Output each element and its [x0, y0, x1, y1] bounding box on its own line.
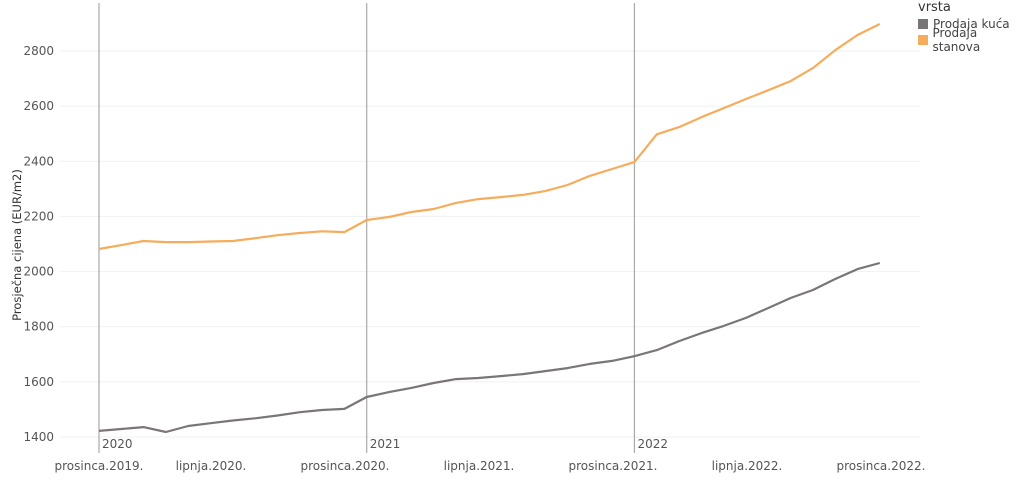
legend: vrsta Prodaja kuća Prodaja stanova	[918, 0, 1024, 54]
legend-item-stanova[interactable]: Prodaja stanova	[918, 26, 1024, 54]
x-tick-label: lipnja.2020.	[176, 459, 247, 473]
y-tick-label: 2200	[23, 209, 54, 223]
legend-swatch-kuca	[918, 19, 928, 29]
y-tick-label: 1600	[23, 375, 54, 389]
x-tick-label: lipnja.2021.	[444, 459, 515, 473]
y-tick-label: 1800	[23, 320, 54, 334]
year-marker-label: 2020	[102, 437, 133, 451]
y-tick-label: 2400	[23, 154, 54, 168]
y-tick-label: 1400	[23, 430, 54, 444]
y-tick-label: 2600	[23, 99, 54, 113]
series-line-stanova[interactable]	[98, 23, 881, 251]
legend-label: Prodaja kuća	[933, 17, 1010, 31]
y-axis: 1400 1600 1800 2000 2200 2400 2600 2800	[23, 44, 54, 444]
series-lines	[98, 23, 881, 434]
legend-item-kuca[interactable]: Prodaja kuća	[918, 16, 1024, 32]
y-tick-label: 2800	[23, 44, 54, 58]
year-marker-label: 2021	[370, 437, 401, 451]
x-tick-label: prosinca.2020.	[301, 459, 390, 473]
year-markers: 2020 2021 2022	[98, 3, 668, 453]
legend-title: vrsta	[918, 0, 951, 15]
year-marker-label: 2022	[637, 437, 668, 451]
x-tick-label: prosinca.2019.	[55, 459, 144, 473]
legend-label: Prodaja stanova	[932, 26, 981, 54]
y-tick-label: 2000	[23, 265, 54, 279]
series-line-kuca[interactable]	[98, 261, 881, 434]
plot-area	[60, 3, 920, 455]
y-axis-label: Prosječna cijena (EUR/m2)	[10, 169, 24, 321]
x-tick-label: prosinca.2022.	[837, 459, 926, 473]
x-axis: prosinca.2019. lipnja.2020. prosinca.2020.…	[55, 459, 926, 473]
gridlines	[60, 3, 920, 455]
x-tick-label: prosinca.2021.	[569, 459, 658, 473]
legend-swatch-stanova	[918, 35, 928, 45]
x-tick-label: lipnja.2022.	[712, 459, 783, 473]
